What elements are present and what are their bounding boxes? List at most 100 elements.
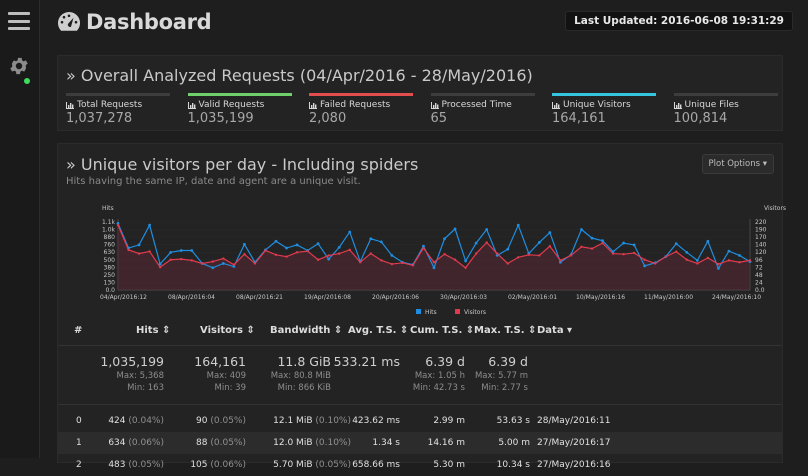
left-tick-label: 630	[104, 249, 116, 256]
hits-point	[632, 243, 636, 247]
bar-chart-icon	[430, 101, 439, 109]
hits-point	[316, 242, 320, 246]
gear-icon[interactable]	[8, 55, 30, 77]
visitors-point	[148, 250, 151, 253]
col-data[interactable]: Data ▾	[537, 325, 573, 336]
summary-bandwidth: 11.8 GiB Max: 80.8 MiB Min: 866 KiB	[270, 354, 331, 393]
right-tick-label: 170	[755, 234, 767, 241]
metric-label: Processed Time	[441, 100, 512, 110]
plot-options-button[interactable]: Plot Options ▾	[701, 154, 774, 174]
hits-point	[559, 260, 562, 264]
hits-point	[285, 246, 288, 250]
row-data: 27/May/2016:17	[537, 438, 611, 448]
hits-point	[485, 228, 489, 231]
visitors-point	[696, 262, 699, 265]
visitors-area	[118, 225, 750, 290]
hits-point	[611, 250, 615, 254]
left-axis-label: Hits	[102, 205, 114, 212]
visitors-point	[422, 246, 425, 250]
right-tick-label: 48	[755, 272, 763, 279]
col-hits[interactable]: Hits ⇕	[136, 325, 171, 336]
bar-chart-icon	[187, 101, 196, 109]
left-tick-label: 500	[104, 257, 116, 264]
hits-point	[179, 249, 183, 252]
row-visitors: 88 (0.05%)	[196, 438, 246, 448]
table-row[interactable]: 2 483 (0.05%) 105 (0.06%) 5.70 MiB (0.05%) 6…	[58, 454, 782, 476]
metric-label: Total Requests	[77, 100, 143, 110]
summary-max-ts: 6.39 d Max: 5.77 m Min: 2.77 s	[474, 354, 528, 393]
visitors-title: » Unique visitors per day - Including sp…	[66, 155, 419, 174]
col-max-ts[interactable]: Max. T.S. ⇕	[474, 325, 537, 336]
col-bandwidth[interactable]: Bandwidth ⇕	[270, 325, 343, 336]
metric-label: Failed Requests	[320, 100, 391, 110]
hits-point	[158, 262, 162, 266]
bar-chart-icon	[552, 101, 560, 109]
visitors-point	[201, 262, 204, 265]
visitors-point	[685, 258, 688, 261]
status-dot	[24, 78, 30, 84]
x-tick-label: 20/Apr/2016:06	[372, 294, 419, 301]
legend-visitors: Visitors	[464, 309, 486, 316]
visitors-point	[306, 249, 309, 253]
metric-bar	[552, 93, 656, 96]
hits-point	[221, 262, 225, 265]
visitors-point	[675, 250, 678, 253]
col-cum-ts[interactable]: Cum. T.S. ⇕	[410, 325, 475, 336]
visitors-point	[190, 259, 193, 262]
sidebar	[0, 0, 40, 458]
visitors-point	[253, 262, 257, 265]
visitors-point	[643, 258, 646, 261]
hits-point	[443, 237, 446, 241]
overview-panel: » Overall Analyzed Requests (04/Apr/2016…	[57, 55, 783, 131]
table-row[interactable]: 0 424 (0.04%) 90 (0.05%) 12.1 MiB (0.10%) 42…	[58, 410, 782, 432]
col-avg-ts[interactable]: Avg. T.S. ⇕	[348, 325, 409, 336]
row-avg-ts: 658.66 ms	[352, 460, 400, 470]
metric-value: 100,814	[673, 111, 728, 126]
visitors-point	[316, 258, 320, 261]
visitors-point	[453, 258, 457, 261]
hits-point	[464, 259, 467, 263]
row-bandwidth: 12.1 MiB (0.10%)	[273, 416, 351, 426]
left-tick-label: 880	[104, 234, 116, 241]
visitors-point	[432, 261, 436, 264]
visitors-point	[243, 252, 246, 256]
visitors-point	[706, 256, 710, 260]
col-visitors[interactable]: Visitors ⇕	[200, 325, 255, 336]
table-row[interactable]: 1 634 (0.06%) 88 (0.05%) 12.0 MiB (0.10%) 1.…	[58, 432, 782, 454]
hits-point	[548, 231, 552, 234]
metric-bar	[309, 93, 413, 96]
metric-card: Unique Files 100,814	[673, 93, 796, 126]
dashboard-icon	[58, 11, 81, 31]
visitors-point	[359, 261, 362, 264]
hits-point	[590, 236, 594, 240]
visitors-chart: Hits Visitors 1.1k1.0k88076063050038025013…	[100, 205, 786, 316]
visitors-point	[559, 259, 562, 262]
hits-point	[137, 243, 141, 247]
metric-card: Total Requests 1,037,278	[66, 93, 188, 126]
row-hits: 424 (0.04%)	[108, 416, 164, 426]
row-hits: 634 (0.06%)	[108, 438, 164, 448]
row-num: 1	[76, 438, 82, 448]
metric-bar	[187, 93, 292, 96]
visitors-point	[748, 259, 752, 262]
hits-point	[274, 239, 278, 243]
right-axis-label: Visitors	[764, 205, 786, 212]
visitors-point	[180, 257, 183, 261]
row-visitors: 105 (0.06%)	[190, 460, 246, 470]
visitors-point	[474, 252, 478, 255]
visitors-point	[548, 244, 552, 248]
metric-card: Unique Visitors 164,161	[552, 93, 674, 126]
hits-point	[295, 243, 299, 247]
visitors-point	[654, 262, 657, 265]
hits-point	[190, 249, 194, 252]
x-tick-label: 02/May/2016:01	[508, 294, 557, 301]
hits-point	[422, 244, 425, 248]
left-tick-label: 0.0	[105, 287, 115, 294]
visitors-point	[274, 253, 278, 257]
menu-icon[interactable]	[8, 12, 30, 30]
hits-point	[516, 223, 520, 227]
metric-bar	[430, 93, 535, 96]
visitors-point	[380, 259, 383, 262]
hits-point	[348, 230, 352, 234]
visitors-point	[538, 254, 541, 257]
